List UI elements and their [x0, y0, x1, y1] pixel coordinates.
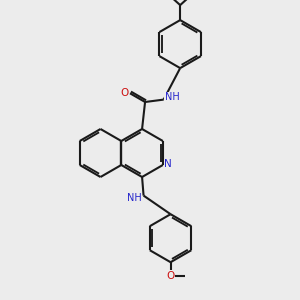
Text: O: O [167, 271, 175, 281]
Text: NH: NH [127, 193, 142, 203]
Text: NH: NH [165, 92, 179, 102]
Text: O: O [121, 88, 129, 98]
Text: N: N [164, 159, 172, 170]
